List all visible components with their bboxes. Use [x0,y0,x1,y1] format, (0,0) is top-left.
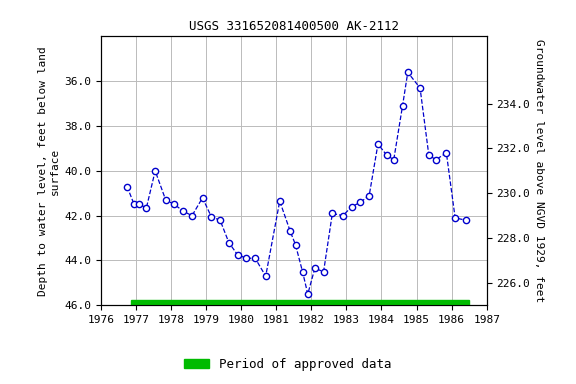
Bar [131,300,469,306]
Legend: Period of approved data: Period of approved data [179,353,397,376]
Title: USGS 331652081400500 AK-2112: USGS 331652081400500 AK-2112 [189,20,399,33]
Y-axis label: Depth to water level, feet below land
surface: Depth to water level, feet below land su… [39,46,60,296]
Y-axis label: Groundwater level above NGVD 1929, feet: Groundwater level above NGVD 1929, feet [535,39,544,303]
